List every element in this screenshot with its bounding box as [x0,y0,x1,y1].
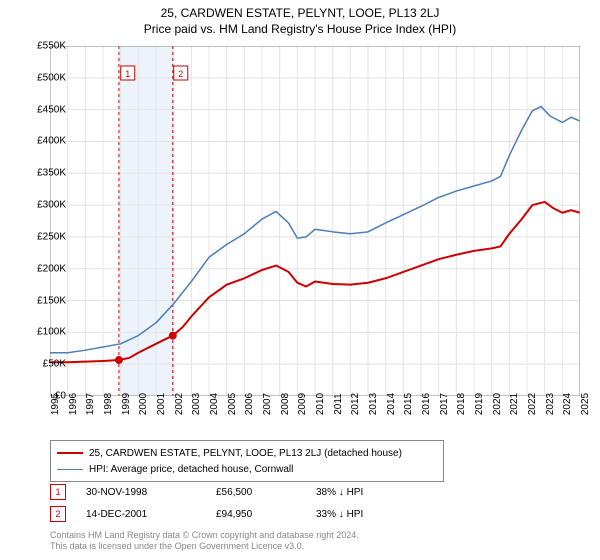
x-tick-label: 2000 [138,393,149,415]
x-tick-label: 1997 [85,393,96,415]
x-tick-label: 2007 [262,393,273,415]
x-tick-label: 1998 [103,393,114,415]
y-tick-label: £350K [37,168,66,179]
x-tick-label: 2011 [333,393,344,415]
x-tick-label: 2001 [156,393,167,415]
x-tick-label: 2021 [509,393,520,415]
legend-row: 25, CARDWEN ESTATE, PELYNT, LOOE, PL13 2… [57,445,437,461]
sale-date: 14-DEC-2001 [86,509,196,520]
footer-line: This data is licensed under the Open Gov… [50,541,359,552]
x-tick-label: 2024 [562,393,573,415]
legend-label: 25, CARDWEN ESTATE, PELYNT, LOOE, PL13 2… [89,448,402,459]
y-tick-label: £500K [37,72,66,83]
x-tick-label: 2013 [368,393,379,415]
x-tick-label: 2003 [191,393,202,415]
svg-text:2: 2 [178,69,183,79]
x-tick-label: 2022 [527,393,538,415]
sale-delta: 33% ↓ HPI [316,509,363,520]
y-tick-label: £300K [37,200,66,211]
y-tick-label: £400K [37,136,66,147]
legend: 25, CARDWEN ESTATE, PELYNT, LOOE, PL13 2… [50,440,444,482]
footer-line: Contains HM Land Registry data © Crown c… [50,530,359,541]
title-main: 25, CARDWEN ESTATE, PELYNT, LOOE, PL13 2… [0,0,600,20]
x-tick-label: 2005 [227,393,238,415]
x-tick-label: 2014 [386,393,397,415]
legend-label: HPI: Average price, detached house, Corn… [89,464,293,475]
x-tick-label: 2002 [174,393,185,415]
sale-date: 30-NOV-1998 [86,487,196,498]
x-tick-label: 2010 [315,393,326,415]
chart-container: 25, CARDWEN ESTATE, PELYNT, LOOE, PL13 2… [0,0,600,560]
legend-swatch-hpi [57,469,83,470]
x-tick-label: 2018 [456,393,467,415]
chart-plot-area: 12 [50,46,580,396]
x-tick-label: 2008 [280,393,291,415]
svg-text:1: 1 [125,69,130,79]
y-tick-label: £50K [43,359,66,370]
x-tick-label: 2020 [492,393,503,415]
title-sub: Price paid vs. HM Land Registry's House … [0,20,600,36]
legend-swatch-property [57,452,83,454]
sale-price: £56,500 [216,487,296,498]
y-tick-label: £100K [37,327,66,338]
x-tick-label: 2015 [403,393,414,415]
legend-row: HPI: Average price, detached house, Corn… [57,461,437,477]
sale-row: 2 14-DEC-2001 £94,950 33% ↓ HPI [50,506,363,522]
x-tick-label: 2004 [209,393,220,415]
x-tick-label: 2017 [439,393,450,415]
x-tick-label: 1996 [68,393,79,415]
footer-attribution: Contains HM Land Registry data © Crown c… [50,530,359,553]
y-tick-label: £450K [37,104,66,115]
sale-marker-icon: 2 [50,506,66,522]
x-tick-label: 2023 [545,393,556,415]
x-tick-label: 2012 [350,393,361,415]
sale-marker-icon: 1 [50,484,66,500]
y-tick-label: £550K [37,41,66,52]
x-tick-label: 2009 [297,393,308,415]
x-tick-label: 1999 [121,393,132,415]
y-tick-label: £200K [37,263,66,274]
y-tick-label: £150K [37,295,66,306]
sale-delta: 38% ↓ HPI [316,487,363,498]
chart-svg: 12 [50,46,580,396]
sale-row: 1 30-NOV-1998 £56,500 38% ↓ HPI [50,484,363,500]
x-tick-label: 2016 [421,393,432,415]
x-tick-label: 1995 [50,393,61,415]
x-tick-label: 2006 [244,393,255,415]
sale-price: £94,950 [216,509,296,520]
x-tick-label: 2025 [580,393,591,415]
y-tick-label: £250K [37,231,66,242]
x-tick-label: 2019 [474,393,485,415]
